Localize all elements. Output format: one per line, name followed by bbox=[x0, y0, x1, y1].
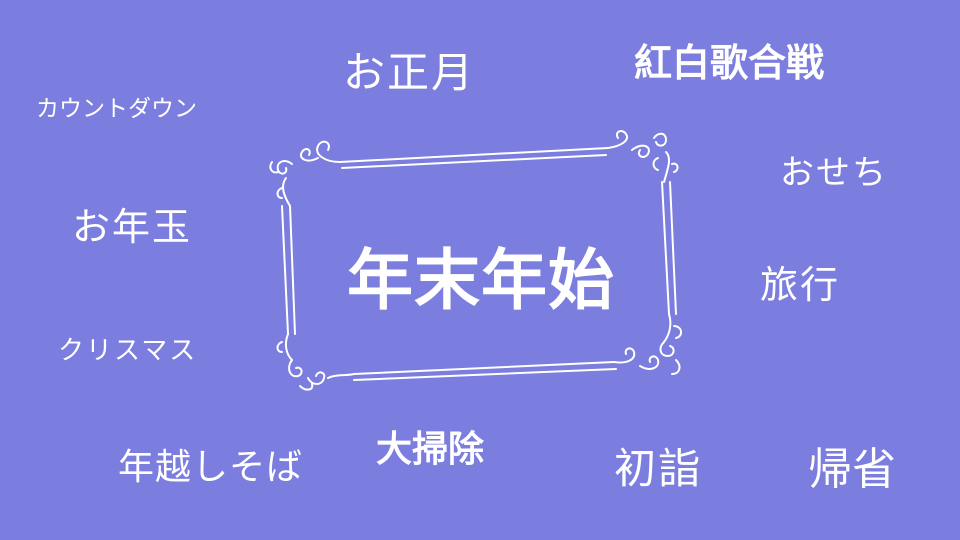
word-kouhaku: 紅白歌合戦 bbox=[634, 41, 825, 85]
word-christmas: クリスマス bbox=[58, 336, 198, 366]
word-otoshidama: お年玉 bbox=[72, 205, 193, 249]
ornamental-frame bbox=[269, 130, 682, 391]
word-osechi: おせち bbox=[780, 153, 888, 193]
word-oshougatsu: お正月 bbox=[343, 48, 476, 97]
word-ryokou: 旅行 bbox=[760, 263, 841, 307]
word-toshikoshi-soba: 年越しそば bbox=[118, 447, 304, 488]
flourish-bottom-right bbox=[613, 313, 682, 375]
frame-right-line-inner bbox=[669, 181, 677, 315]
frame-top-line-outer bbox=[339, 147, 609, 163]
frame-bottom-line-outer bbox=[353, 361, 615, 375]
flourish-top-left bbox=[269, 140, 341, 207]
frame-right-line-outer bbox=[661, 181, 670, 315]
flourish-top-right bbox=[607, 130, 679, 183]
frame-left-line-inner bbox=[289, 205, 296, 335]
word-oosouji: 大掃除 bbox=[376, 429, 485, 470]
flourish-bottom-left bbox=[276, 333, 355, 391]
frame-left-line-outer bbox=[281, 205, 289, 335]
frame-top-line-inner bbox=[341, 154, 607, 169]
word-countdown: カウントダウン bbox=[36, 96, 197, 122]
word-kisei: 帰省 bbox=[808, 444, 896, 495]
frame-bottom-line-inner bbox=[353, 368, 617, 381]
word-hatsumoude: 初詣 bbox=[614, 444, 703, 493]
center-title: 年末年始 bbox=[347, 242, 615, 319]
